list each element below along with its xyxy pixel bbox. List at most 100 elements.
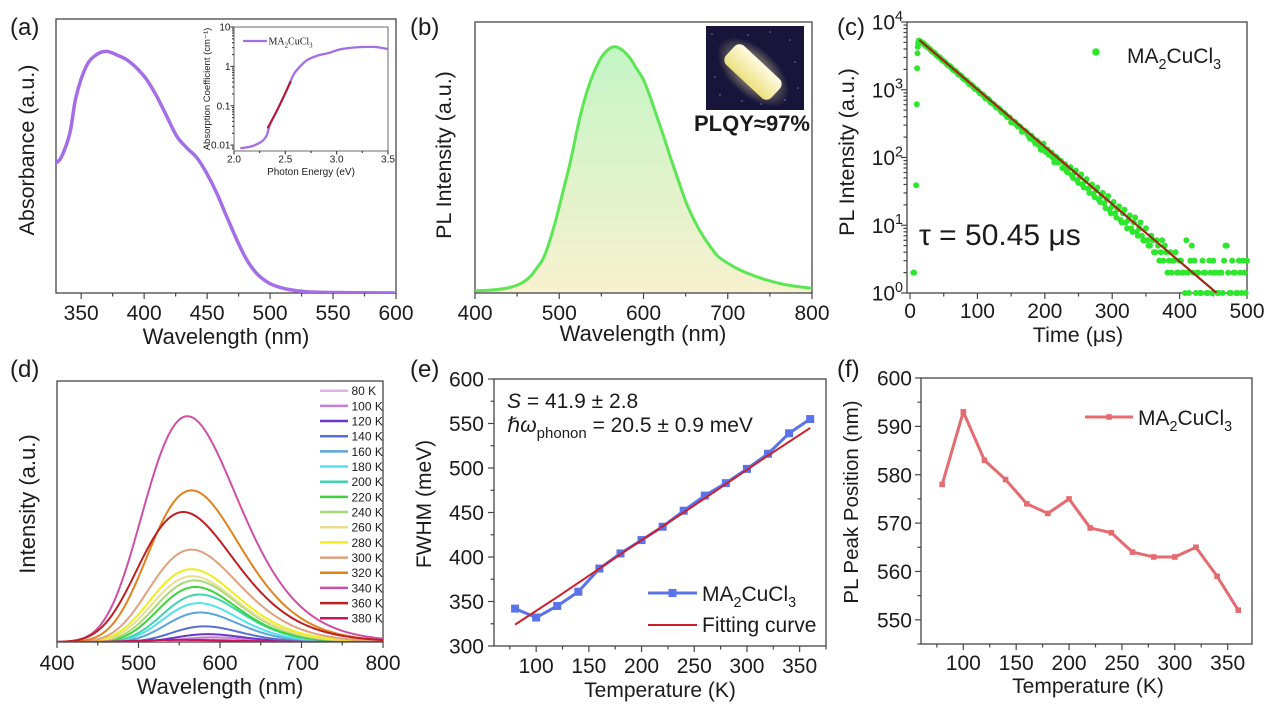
decay-data-point <box>1102 204 1109 211</box>
panel-a-absorbance: 350 400 450 500 550 600 Wavelength (nm) Absorba… <box>10 14 414 349</box>
fwhm-data-marker <box>806 415 815 424</box>
peak-position-marker <box>1214 573 1220 580</box>
x-tick-label: 400 <box>39 652 74 675</box>
peak-position-marker <box>1172 554 1178 560</box>
peak-position-marker <box>981 457 988 464</box>
decay-data-point <box>1221 257 1228 264</box>
y-tick-label: 570 <box>877 513 912 536</box>
subscript-text: 3 <box>788 595 796 611</box>
symbol-hbar-omega: ℏω <box>507 414 537 437</box>
x-tick-label: 500 <box>253 302 288 325</box>
y-tick-label: 0.01 <box>211 141 231 152</box>
label-text: CuCl <box>288 37 309 48</box>
y-axis-title: Intensity (a.u.) <box>15 434 40 573</box>
decay-data-point <box>1234 290 1241 296</box>
photo-speck <box>769 31 771 33</box>
decay-data-point <box>1225 269 1232 276</box>
tick-exponent: 4 <box>895 9 903 25</box>
decay-data-point <box>1097 199 1104 206</box>
decay-data-point <box>1159 237 1166 244</box>
photo-speck <box>794 61 796 63</box>
x-tick-label: 600 <box>378 302 413 325</box>
decay-data-point <box>1145 242 1152 249</box>
y-tick-label: 104 <box>872 9 903 35</box>
y-axis-title: FWHM (meV) <box>413 440 436 568</box>
x-tick-label: 350 <box>1210 652 1245 675</box>
x-tick-label: 200 <box>1052 652 1087 675</box>
photo-speck <box>797 87 799 89</box>
label-text: MA <box>1127 45 1159 68</box>
legend-label-data: MA2CuCl3 <box>702 583 796 611</box>
tick-exponent: 3 <box>895 77 903 93</box>
y-tick-label: 600 <box>877 368 912 391</box>
photo-speck <box>747 34 749 36</box>
pl-curve-280k <box>57 568 383 642</box>
subscript-phonon: phonon <box>537 425 587 442</box>
lifetime-annotation: τ = 50.45 μs <box>919 219 1081 252</box>
decay-data-point <box>1091 194 1098 201</box>
decay-data-point <box>1188 242 1195 249</box>
y-tick-label: 550 <box>449 413 484 436</box>
decay-data-point <box>1134 232 1141 239</box>
symbol-s: S <box>507 390 521 413</box>
decay-data-point <box>1199 257 1206 264</box>
fwhm-data-marker <box>700 491 709 500</box>
y-axis-title: Absorption Coefficient (cm⁻¹) <box>202 28 213 151</box>
x-tick-label: 500 <box>121 652 156 675</box>
exponential-fit-line <box>918 39 1218 293</box>
pl-curve-340k <box>57 415 383 642</box>
decay-data-point <box>1175 269 1182 276</box>
pl-curve-380k <box>57 638 383 642</box>
photo-speck <box>714 76 716 78</box>
decay-data-point <box>1204 290 1211 296</box>
tick-exponent: 2 <box>895 144 903 160</box>
label-text: MA <box>269 37 286 48</box>
panel-b-pl-spectrum: 400 500 600 700 800 Wavelength (nm) PL Intensi… <box>410 14 830 346</box>
decay-data-point <box>1064 169 1071 176</box>
decay-data-point <box>1215 290 1222 296</box>
decay-data-point <box>1107 210 1114 217</box>
label-text: Fitting curve <box>702 614 816 637</box>
x-tick-label: 600 <box>202 652 237 675</box>
x-axis-title: Wavelength (nm) <box>137 674 304 699</box>
glowing-crystal-photo <box>706 26 804 110</box>
decay-data-point <box>914 65 921 72</box>
x-tick-label: 100 <box>946 652 981 675</box>
legend-label: 260 K <box>352 521 383 535</box>
y-axis-title: PL Intensity (a.u.) <box>835 68 859 236</box>
value-s: = 41.9 ± 2.8 <box>521 390 638 413</box>
decay-data-point <box>1156 257 1163 264</box>
decay-data-point <box>1180 269 1187 276</box>
x-tick-label: 400 <box>1162 300 1197 323</box>
legend-label: 320 K <box>352 566 383 580</box>
x-tick-label: 450 <box>190 302 225 325</box>
legend-label: MA2CuCl3 <box>1127 45 1221 73</box>
y-tick-label: 600 <box>449 369 484 392</box>
decay-data-point <box>1086 189 1093 196</box>
panel-label: (c) <box>837 14 865 41</box>
inset-fit-line <box>266 81 292 129</box>
x-tick-label: 150 <box>571 655 606 678</box>
x-tick-label: 100 <box>519 655 554 678</box>
panel-label: (a) <box>10 14 39 41</box>
decay-data-point <box>1169 257 1176 264</box>
decay-data-point <box>1164 269 1171 276</box>
phonon-energy: ℏωphonon = 20.5 ± 0.9 meV <box>507 414 753 442</box>
subscript-text: 2 <box>1159 57 1167 73</box>
label-text: CuCl <box>741 583 788 606</box>
decay-data-point <box>914 50 921 57</box>
pl-curve-320k <box>57 489 383 642</box>
decay-data-point <box>1037 146 1044 153</box>
y-tick-label: 0.1 <box>217 101 231 112</box>
photo-speck <box>711 33 713 35</box>
legend-label: 140 K <box>352 430 383 444</box>
x-tick-label: 150 <box>999 652 1034 675</box>
decay-data-point <box>1202 269 1209 276</box>
decay-data-point <box>1132 214 1139 221</box>
x-tick-label: 500 <box>542 302 577 325</box>
x-tick-label: 350 <box>782 655 817 678</box>
photo-speck <box>719 94 721 96</box>
decay-data-point <box>1229 257 1236 264</box>
